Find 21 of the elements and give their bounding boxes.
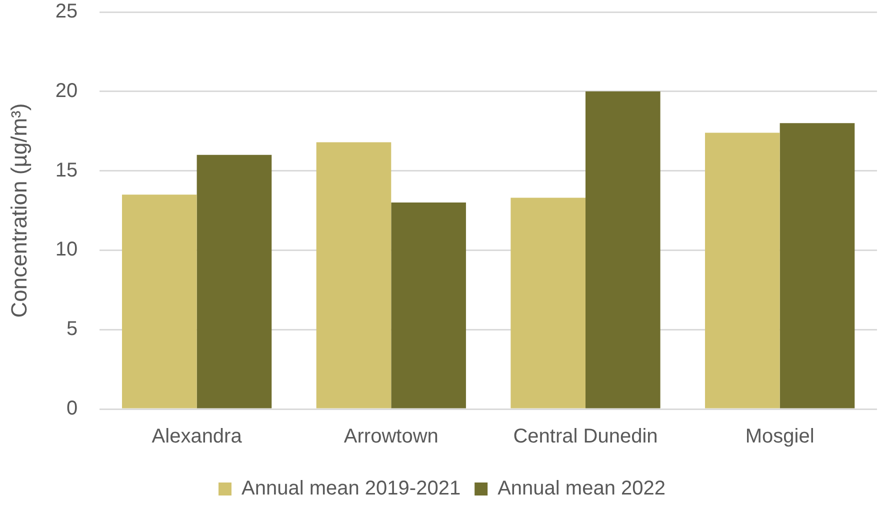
legend-label: Annual mean 2022	[498, 478, 666, 500]
y-tick-label: 25	[55, 0, 78, 23]
y-axis-title: Concentration (µg/m³)	[6, 103, 32, 318]
bar	[122, 194, 197, 408]
x-tick-label: Central Dunedin	[513, 426, 658, 448]
y-tick-label: 0	[66, 398, 78, 420]
y-tick-label: 10	[55, 238, 78, 261]
x-tick-label: Mosgiel	[745, 426, 814, 448]
bar	[196, 154, 272, 408]
y-tick-label: 5	[66, 318, 78, 340]
x-tick-label: Arrowtown	[344, 426, 438, 448]
bar	[585, 91, 660, 408]
bar	[705, 132, 780, 408]
bar	[391, 202, 466, 408]
bar	[510, 198, 586, 408]
y-tick-label: 20	[55, 80, 78, 102]
bar	[316, 142, 392, 408]
y-tick-label: 15	[55, 159, 78, 182]
bar	[780, 123, 855, 408]
legend-label: Annual mean 2019-2021	[242, 478, 461, 500]
x-tick-label: Alexandra	[152, 426, 243, 448]
